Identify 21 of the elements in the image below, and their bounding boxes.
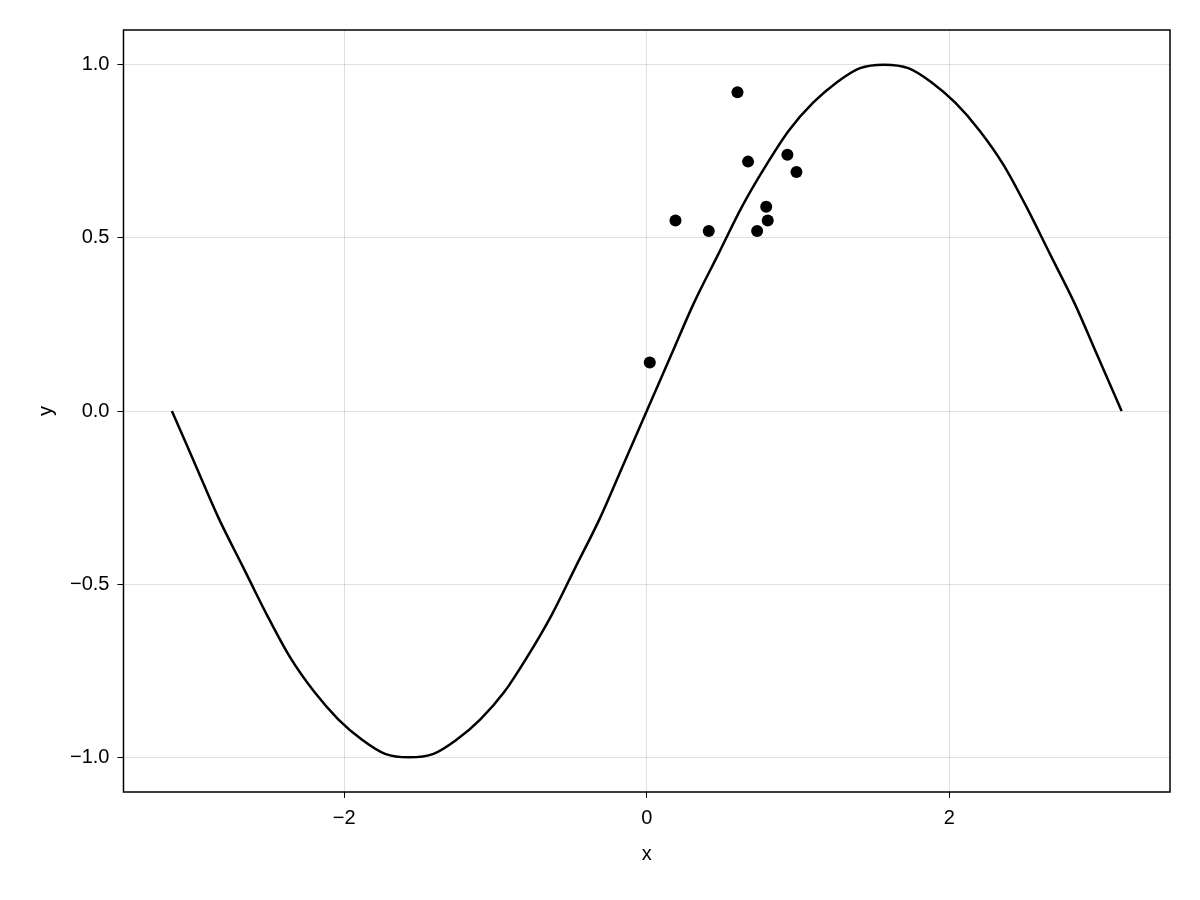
y-axis-title: y — [33, 406, 56, 416]
point — [761, 214, 774, 227]
y-tick-label: 0.0 — [81, 398, 110, 421]
y-tick-label: 1.0 — [81, 52, 110, 75]
x-axis-title: x — [641, 841, 652, 864]
point — [790, 166, 803, 179]
y-tick-label: −0.5 — [70, 571, 110, 594]
point — [742, 155, 755, 168]
x-tick-label: 0 — [641, 805, 653, 828]
point — [643, 356, 656, 369]
point — [781, 148, 794, 161]
x-tick-label: 2 — [943, 805, 955, 828]
point — [669, 214, 682, 227]
point — [702, 224, 715, 237]
point — [731, 86, 744, 99]
x-tick-label: −2 — [332, 805, 356, 828]
line-series — [170, 63, 1123, 759]
y-tick-label: 0.5 — [81, 225, 110, 248]
point — [760, 200, 773, 213]
point — [751, 224, 764, 237]
y-tick-label: −1.0 — [70, 744, 110, 767]
